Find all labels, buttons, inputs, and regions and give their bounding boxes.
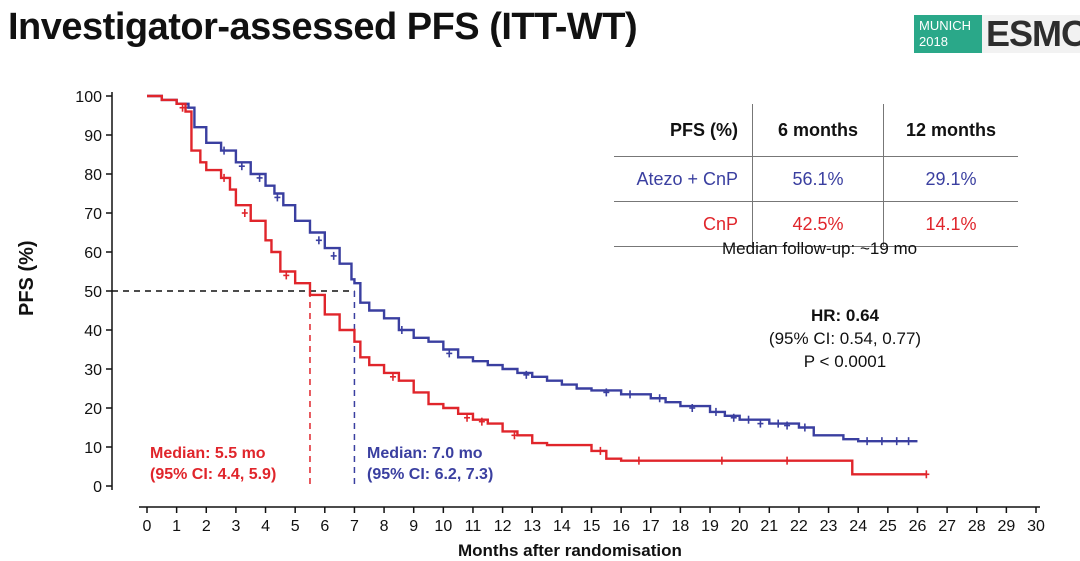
- x-tick-label: 16: [612, 518, 630, 535]
- logo-year: 2018: [919, 34, 948, 49]
- x-tick-label: 17: [642, 518, 660, 535]
- y-tick-label: 40: [84, 323, 102, 340]
- table-cell-6m: 56.1%: [752, 156, 884, 202]
- x-tick-label: 19: [701, 518, 719, 535]
- y-tick-label: 0: [93, 479, 102, 496]
- table-header-12m: 12 months: [883, 104, 1018, 157]
- median-cnp-line1: Median: 5.5 mo: [150, 445, 266, 462]
- hr-ci: (95% CI: 0.54, 0.77): [768, 329, 922, 348]
- pfs-table-header: PFS (%) 6 months 12 months: [614, 104, 1018, 157]
- table-cell-12m: 29.1%: [883, 156, 1018, 202]
- hr-label: HR:: [810, 306, 842, 325]
- x-tick-label: 23: [820, 518, 838, 535]
- x-tick-label: 26: [909, 518, 927, 535]
- y-tick-label: 70: [84, 206, 102, 223]
- x-tick-label: 1: [172, 518, 181, 535]
- x-tick-label: 22: [790, 518, 808, 535]
- x-tick-label: 2: [202, 518, 211, 535]
- x-tick-label: 12: [494, 518, 512, 535]
- x-tick-label: 15: [583, 518, 601, 535]
- y-tick-label: 60: [84, 245, 102, 262]
- cnp-curve: [147, 94, 927, 476]
- x-tick-label: 25: [879, 518, 897, 535]
- x-tick-label: 9: [409, 518, 418, 535]
- y-tick-label: 30: [84, 362, 102, 379]
- y-tick-label: 90: [84, 128, 102, 145]
- x-axis-label: Months after randomisation: [458, 541, 682, 560]
- y-tick-label: 10: [84, 440, 102, 457]
- x-tick-label: 28: [968, 518, 986, 535]
- x-tick-label: 27: [938, 518, 956, 535]
- table-header-label: PFS (%): [669, 119, 738, 140]
- x-tick-label: 11: [465, 518, 482, 535]
- hr-p-value: P < 0.0001: [803, 352, 887, 371]
- x-tick-label: 18: [672, 518, 690, 535]
- x-tick-label: 24: [849, 518, 867, 535]
- logo-location-badge: MUNICH 2018: [914, 15, 982, 53]
- logo-brand-text: ESMO: [986, 13, 1080, 54]
- pfs-table: PFS (%) 6 months 12 months Atezo + CnP 5…: [614, 104, 1018, 247]
- esmo-logo: MUNICH 2018 ESMO: [914, 13, 1080, 55]
- median-cnp-annotation: Median: 5.5 mo (95% CI: 4.4, 5.9): [150, 443, 276, 485]
- x-tick-label: 14: [553, 518, 571, 535]
- x-tick-label: 4: [261, 518, 270, 535]
- table-row-label: CnP: [614, 201, 753, 247]
- median-atezo-line2: (95% CI: 6.2, 7.3): [367, 466, 494, 483]
- followup-text: Median follow-up: ~19 mo: [722, 239, 918, 258]
- x-tick-label: 21: [760, 518, 778, 535]
- slide-title: Investigator-assessed PFS (ITT-WT): [8, 6, 638, 48]
- x-tick-label: 13: [523, 518, 541, 535]
- y-axis-label: PFS (%): [16, 240, 38, 316]
- hr-line: HR: 0.64: [740, 304, 950, 327]
- atezo-cnp-curve: [147, 94, 918, 443]
- hr-value: 0.64: [845, 306, 880, 325]
- table-header-6m: 6 months: [752, 104, 884, 157]
- y-tick-label: 80: [84, 167, 102, 184]
- median-cnp-line2: (95% CI: 4.4, 5.9): [150, 466, 277, 483]
- x-tick-label: 6: [320, 518, 329, 535]
- x-tick-label: 8: [380, 518, 389, 535]
- x-tick-label: 3: [231, 518, 240, 535]
- x-tick-label: 29: [997, 518, 1015, 535]
- x-tick-label: 10: [434, 518, 452, 535]
- table-row-cnp: CnP 42.5% 14.1%: [614, 201, 1018, 247]
- x-tick-label: 5: [291, 518, 300, 535]
- median-atezo-line1: Median: 7.0 mo: [367, 445, 483, 462]
- x-tick-label: 7: [350, 518, 359, 535]
- x-tick-label: 0: [143, 518, 152, 535]
- x-tick-label: 20: [731, 518, 749, 535]
- table-cell-6m: 42.5%: [752, 201, 884, 247]
- table-row-atezo: Atezo + CnP 56.1% 29.1%: [614, 156, 1018, 202]
- logo-city: MUNICH: [919, 18, 971, 33]
- y-tick-label: 100: [75, 89, 102, 106]
- hazard-ratio-block: HR: 0.64 (95% CI: 0.54, 0.77) P < 0.0001: [740, 304, 950, 373]
- logo-brand: ESMO: [982, 13, 1080, 54]
- table-cell-12m: 14.1%: [883, 201, 1018, 247]
- table-row-label: Atezo + CnP: [614, 156, 753, 202]
- median-atezo-annotation: Median: 7.0 mo (95% CI: 6.2, 7.3): [367, 443, 493, 485]
- y-tick-label: 20: [84, 401, 102, 418]
- x-tick-label: 30: [1027, 518, 1045, 535]
- y-tick-label: 50: [84, 284, 102, 301]
